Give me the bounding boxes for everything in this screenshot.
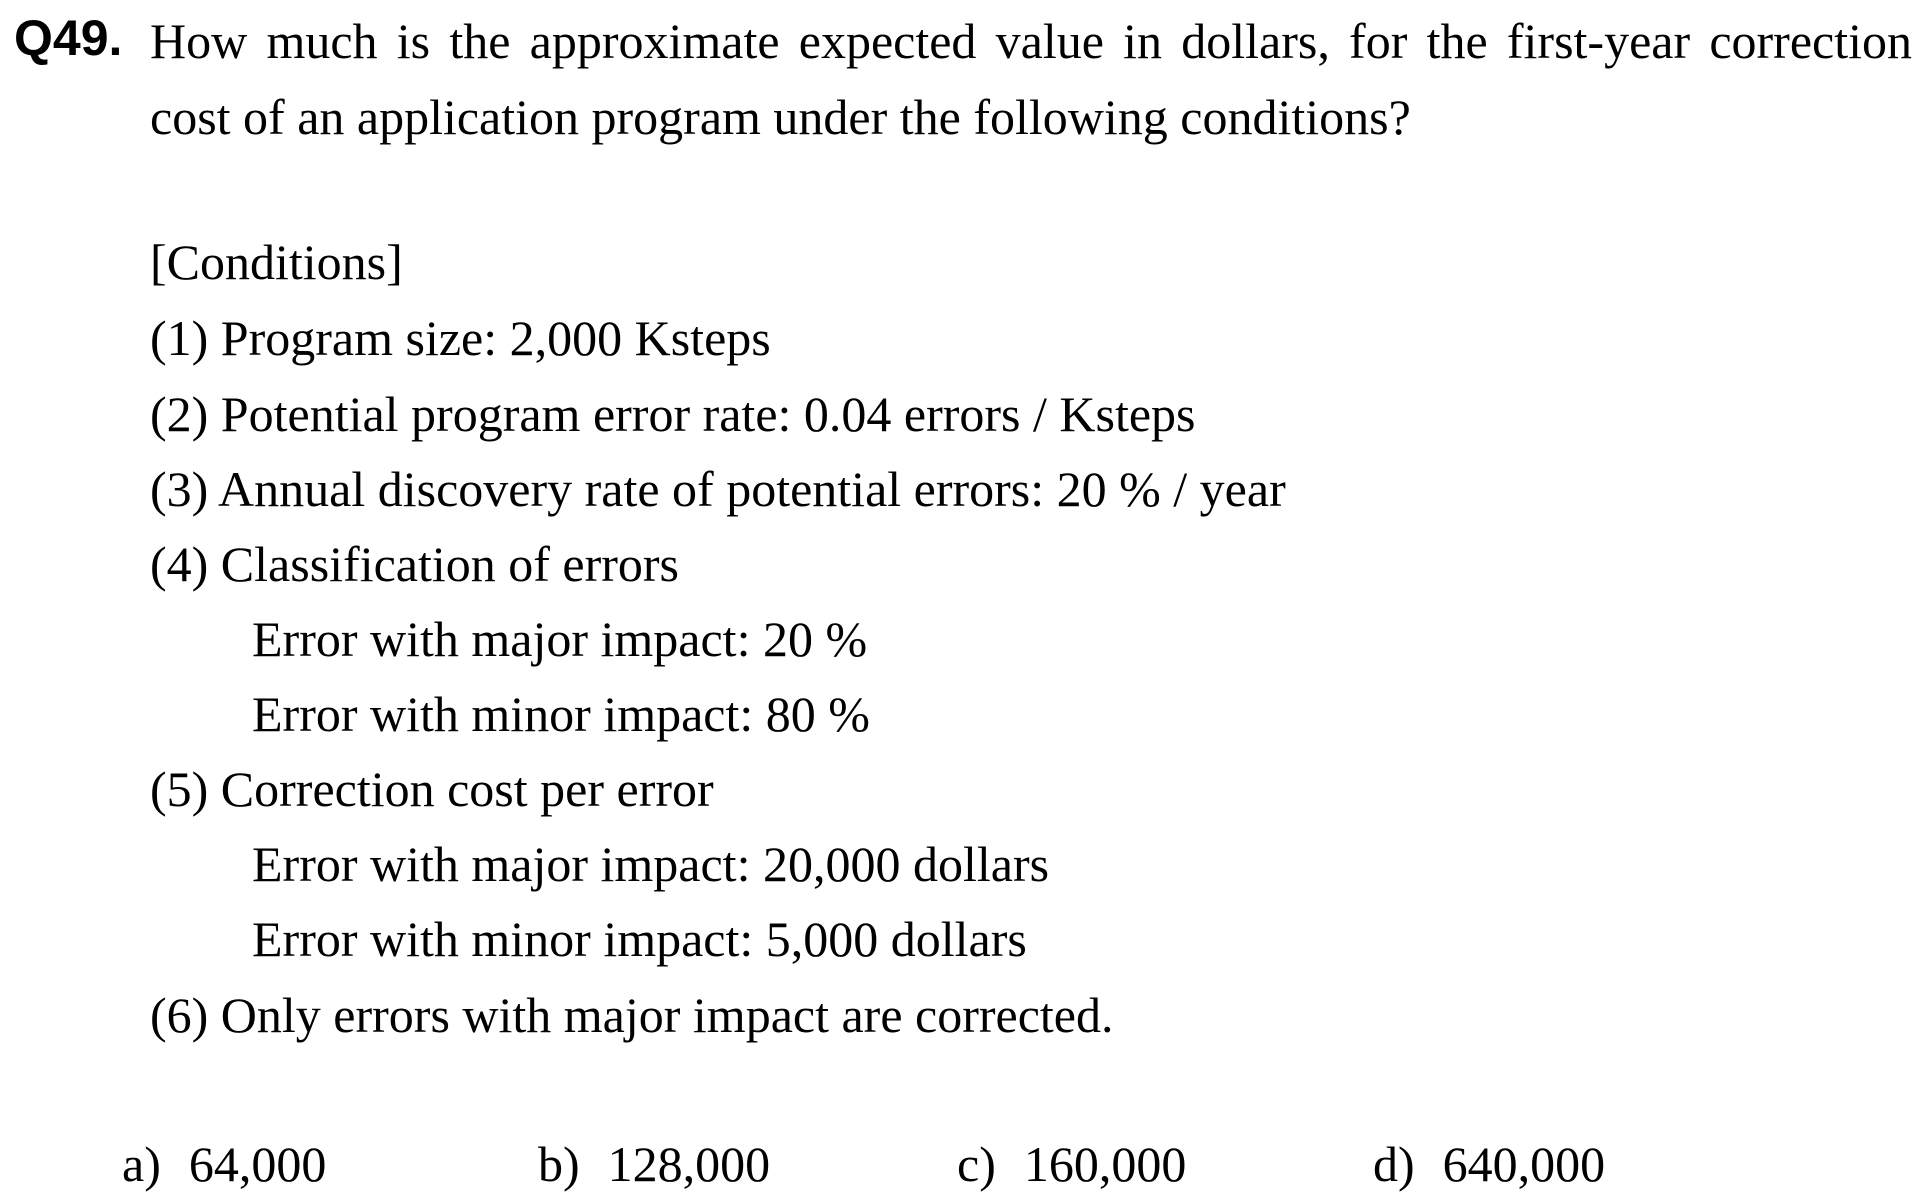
condition-2-error-rate: (2) Potential program error rate: 0.04 e…	[150, 386, 1196, 442]
conditions-heading: [Conditions]	[150, 234, 403, 290]
choice-value: 640,000	[1442, 1136, 1606, 1192]
answer-choice-b[interactable]: b) 128,000	[538, 1134, 770, 1194]
condition-4-classification: (4) Classification of errors	[150, 536, 680, 592]
choice-letter: d)	[1373, 1136, 1415, 1192]
condition-4-major-share: Error with major impact: 20 %	[252, 611, 868, 667]
condition-1-program-size: (1) Program size: 2,000 Ksteps	[150, 310, 771, 366]
answer-choice-d[interactable]: d) 640,000	[1373, 1134, 1605, 1194]
condition-3-discovery-rate: (3) Annual discovery rate of potential e…	[150, 461, 1286, 517]
condition-5-minor-cost: Error with minor impact: 5,000 dollars	[252, 911, 1027, 967]
choice-value: 160,000	[1023, 1136, 1187, 1192]
condition-5-major-cost: Error with major impact: 20,000 dollars	[252, 836, 1050, 892]
condition-6-only-major: (6) Only errors with major impact are co…	[150, 987, 1114, 1043]
question-line-2: cost of an application program under the…	[150, 89, 1411, 145]
choice-letter: b)	[538, 1136, 580, 1192]
choice-letter: a)	[122, 1136, 161, 1192]
condition-5-correction-cost: (5) Correction cost per error	[150, 761, 714, 817]
choice-letter: c)	[957, 1136, 996, 1192]
choice-value: 128,000	[607, 1136, 771, 1192]
question-number: Q49.	[14, 10, 123, 66]
answer-choice-a[interactable]: a) 64,000	[122, 1134, 326, 1194]
condition-4-minor-share: Error with minor impact: 80 %	[252, 686, 870, 742]
answer-choice-c[interactable]: c) 160,000	[957, 1134, 1186, 1194]
choice-value: 64,000	[188, 1136, 327, 1192]
question-line-1: How much is the approximate expected val…	[150, 13, 1912, 69]
question-text: How much is the approximate expected val…	[150, 3, 1912, 155]
